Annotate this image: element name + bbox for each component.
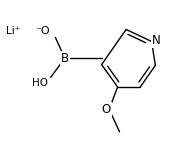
Text: O: O bbox=[102, 103, 111, 116]
Text: HO: HO bbox=[32, 78, 48, 88]
Text: B: B bbox=[61, 52, 69, 65]
Text: ⁻O: ⁻O bbox=[35, 26, 50, 36]
Text: N: N bbox=[152, 34, 161, 47]
Text: Li⁺: Li⁺ bbox=[6, 26, 20, 36]
